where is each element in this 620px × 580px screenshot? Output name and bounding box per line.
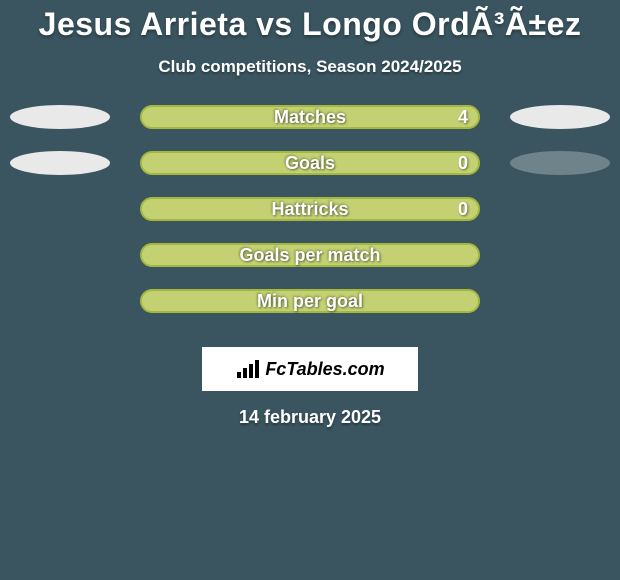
logo-box: FcTables.com [202, 347, 418, 391]
logo: FcTables.com [235, 358, 384, 380]
stat-label: Goals per match [142, 245, 478, 265]
stat-row: Hattricks 0 [0, 197, 620, 243]
right-value-ellipse [510, 151, 610, 175]
stat-value: 0 [458, 153, 468, 173]
stat-label: Hattricks [142, 199, 478, 219]
stat-rows: Matches 4 Goals 0 Hattricks 0 Goals [0, 105, 620, 335]
stat-bar: Matches 4 [140, 105, 480, 129]
logo-text: FcTables.com [265, 359, 384, 380]
stat-bar: Min per goal [140, 289, 480, 313]
page-title: Jesus Arrieta vs Longo OrdÃ³Ã±ez [0, 6, 620, 43]
stat-row: Matches 4 [0, 105, 620, 151]
left-value-ellipse [10, 105, 110, 129]
stat-value: 4 [458, 107, 468, 127]
stat-value: 0 [458, 199, 468, 219]
stat-label: Min per goal [142, 291, 478, 311]
stat-row: Min per goal [0, 289, 620, 335]
comparison-card: Jesus Arrieta vs Longo OrdÃ³Ã±ez Club co… [0, 6, 620, 428]
stat-row: Goals per match [0, 243, 620, 289]
stat-bar: Goals per match [140, 243, 480, 267]
stat-label: Goals [142, 153, 478, 173]
stat-bar: Hattricks 0 [140, 197, 480, 221]
stat-row: Goals 0 [0, 151, 620, 197]
bar-chart-icon [235, 358, 261, 380]
subtitle: Club competitions, Season 2024/2025 [0, 57, 620, 77]
stat-label: Matches [142, 107, 478, 127]
date-text: 14 february 2025 [0, 407, 620, 428]
right-value-ellipse [510, 105, 610, 129]
stat-bar: Goals 0 [140, 151, 480, 175]
left-value-ellipse [10, 151, 110, 175]
